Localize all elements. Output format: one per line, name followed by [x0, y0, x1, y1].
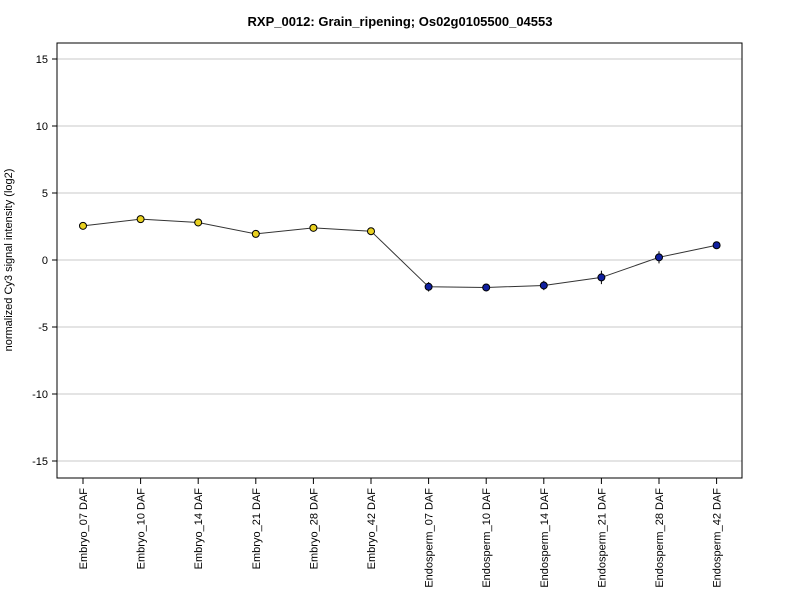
data-point [482, 283, 491, 292]
data-point [597, 273, 606, 282]
data-point [712, 241, 721, 250]
data-point [251, 229, 260, 238]
x-tick-label: Embryo_07 DAF [78, 488, 90, 570]
x-tick-label: Embryo_42 DAF [366, 488, 378, 570]
data-point [79, 221, 87, 230]
plot-frame [56, 42, 743, 479]
x-tick-label: Endosperm_21 DAF [596, 488, 608, 588]
data-point [309, 223, 318, 232]
gridlines [57, 58, 742, 462]
data-point [655, 253, 663, 262]
y-tick-label: 15 [36, 54, 48, 66]
data-point [194, 218, 203, 227]
data-point [367, 227, 375, 236]
data-point [424, 282, 433, 291]
chart-title: RXP_0012: Grain_ripening; Os02g0105500_0… [248, 14, 553, 29]
x-tick-label: Endosperm_28 DAF [654, 488, 666, 588]
series-line [82, 218, 717, 288]
y-axis-label: normalized Cy3 signal intensity (log2) [3, 169, 15, 352]
y-tick-label: 10 [36, 121, 48, 133]
y-tick-label: 5 [42, 188, 48, 200]
x-tick-label: Endosperm_42 DAF [712, 488, 724, 588]
y-tick-label: -15 [32, 456, 48, 468]
y-tick-label: -5 [38, 322, 48, 334]
x-tick-label: Embryo_14 DAF [193, 488, 205, 570]
x-tick-label: Endosperm_07 DAF [424, 488, 436, 588]
y-tick-label: 0 [42, 255, 48, 267]
y-tick-label: -10 [32, 389, 48, 401]
x-tick-label: Endosperm_14 DAF [539, 488, 551, 588]
series-layer [79, 215, 721, 292]
x-tick-label: Embryo_10 DAF [136, 488, 148, 570]
x-tick-label: Endosperm_10 DAF [481, 488, 493, 588]
axes: -15 -10 -5 0 5 10 15 Embryo_07 DAF Embryo_10 DAF… [32, 42, 743, 588]
data-point [136, 215, 145, 224]
data-point [539, 281, 548, 290]
x-tick-label: Embryo_21 DAF [251, 488, 263, 570]
x-tick-label: Embryo_28 DAF [308, 488, 320, 570]
